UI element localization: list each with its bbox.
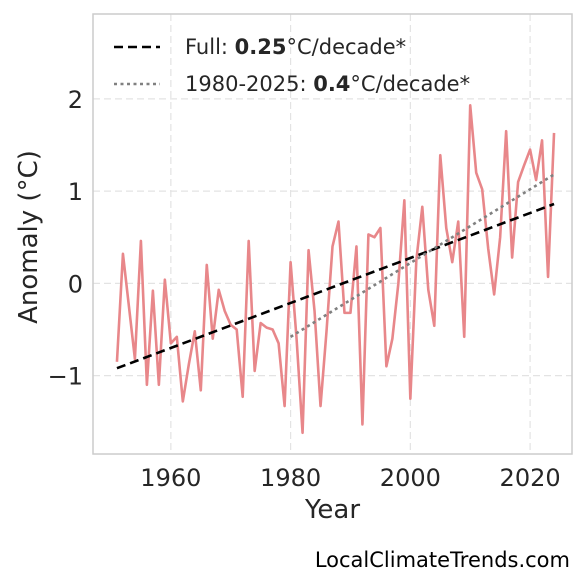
y-axis-title: Anomaly (°C) bbox=[14, 150, 44, 324]
y-tick-label: −1 bbox=[48, 363, 83, 391]
x-axis-title: Year bbox=[304, 495, 360, 525]
full-trend-line bbox=[116, 202, 555, 370]
y-tick-label: 1 bbox=[68, 178, 83, 206]
x-tick-label: 1980 bbox=[260, 464, 321, 492]
legend-full-label: Full: 0.25°C/decade* bbox=[185, 35, 406, 59]
x-tick-label: 1960 bbox=[140, 464, 201, 492]
y-tick-label: 2 bbox=[68, 86, 83, 114]
series-layer bbox=[115, 104, 556, 435]
tick-labels: 1960 1980 2000 2020 −1 0 1 2 bbox=[48, 86, 561, 492]
recent-trend-line bbox=[289, 173, 555, 338]
x-tick-label: 2000 bbox=[380, 464, 441, 492]
plot-frame bbox=[92, 13, 573, 455]
anomaly-series-line bbox=[115, 104, 556, 435]
legend: Full: 0.25°C/decade* 1980-2025: 0.4°C/dec… bbox=[114, 35, 470, 96]
site-credit: LocalClimateTrends.com bbox=[314, 548, 570, 572]
legend-recent-label: 1980-2025: 0.4°C/decade* bbox=[185, 72, 470, 96]
x-tick-label: 2020 bbox=[500, 464, 561, 492]
y-tick-label: 0 bbox=[68, 270, 83, 298]
